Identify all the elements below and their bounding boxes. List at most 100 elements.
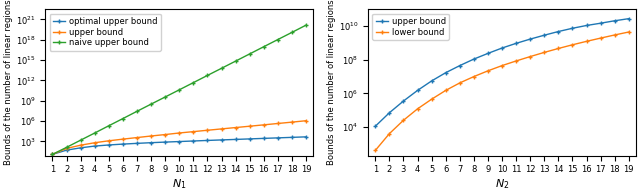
upper bound <box>119 138 127 140</box>
naive upper bound <box>218 67 225 69</box>
upper bound <box>49 153 56 155</box>
upper bound <box>302 120 310 122</box>
upper bound <box>189 130 197 133</box>
naive upper bound <box>161 96 169 98</box>
lower bound <box>428 98 435 100</box>
lower bound <box>456 82 463 84</box>
optimal upper bound <box>175 140 183 143</box>
upper bound <box>105 140 113 142</box>
optimal upper bound <box>232 138 239 141</box>
upper bound <box>204 129 211 131</box>
naive upper bound <box>49 153 56 155</box>
upper bound <box>175 132 183 134</box>
optimal upper bound <box>147 142 155 144</box>
lower bound <box>442 89 449 92</box>
naive upper bound <box>77 139 84 141</box>
upper bound <box>512 42 520 44</box>
upper bound <box>218 128 225 130</box>
upper bound <box>470 58 477 60</box>
upper bound <box>568 27 576 29</box>
X-axis label: $N_1$: $N_1$ <box>172 177 186 191</box>
optimal upper bound <box>302 136 310 138</box>
naive upper bound <box>204 74 211 77</box>
Y-axis label: Bounds of the number of linear regions: Bounds of the number of linear regions <box>4 0 13 165</box>
lower bound <box>371 149 379 152</box>
optimal upper bound <box>246 138 253 140</box>
optimal upper bound <box>189 140 197 142</box>
lower bound <box>596 37 604 39</box>
lower bound <box>498 64 506 67</box>
upper bound <box>554 30 562 33</box>
naive upper bound <box>274 38 282 41</box>
upper bound <box>161 133 169 136</box>
optimal upper bound <box>63 149 70 151</box>
optimal upper bound <box>119 143 127 145</box>
upper bound <box>63 147 70 150</box>
upper bound <box>498 47 506 49</box>
upper bound <box>260 124 268 126</box>
naive upper bound <box>232 60 239 62</box>
Y-axis label: Bounds of the number of linear regions: Bounds of the number of linear regions <box>327 0 336 165</box>
Line: upper bound: upper bound <box>51 119 308 156</box>
upper bound <box>232 126 239 129</box>
optimal upper bound <box>260 137 268 140</box>
naive upper bound <box>260 46 268 48</box>
Legend: optimal upper bound, upper bound, naive upper bound: optimal upper bound, upper bound, naive … <box>50 13 161 51</box>
naive upper bound <box>189 82 197 84</box>
upper bound <box>428 80 435 82</box>
optimal upper bound <box>49 153 56 155</box>
naive upper bound <box>288 31 296 34</box>
Line: upper bound: upper bound <box>373 17 631 128</box>
upper bound <box>147 135 155 137</box>
upper bound <box>385 112 393 114</box>
naive upper bound <box>91 132 99 134</box>
lower bound <box>554 47 562 50</box>
lower bound <box>413 108 421 110</box>
naive upper bound <box>147 103 155 105</box>
lower bound <box>582 40 590 43</box>
naive upper bound <box>133 110 141 113</box>
Line: optimal upper bound: optimal upper bound <box>51 135 308 156</box>
lower bound <box>399 119 407 121</box>
lower bound <box>611 34 618 36</box>
lower bound <box>512 60 520 62</box>
optimal upper bound <box>105 144 113 146</box>
upper bound <box>246 125 253 127</box>
naive upper bound <box>175 89 183 91</box>
upper bound <box>526 38 534 40</box>
naive upper bound <box>63 146 70 149</box>
upper bound <box>625 18 632 20</box>
optimal upper bound <box>274 137 282 139</box>
naive upper bound <box>105 125 113 127</box>
lower bound <box>540 51 548 54</box>
lower bound <box>625 31 632 33</box>
upper bound <box>456 64 463 67</box>
lower bound <box>568 44 576 46</box>
upper bound <box>611 20 618 22</box>
naive upper bound <box>119 117 127 120</box>
naive upper bound <box>302 24 310 26</box>
lower bound <box>526 55 534 58</box>
optimal upper bound <box>133 142 141 144</box>
upper bound <box>596 22 604 24</box>
upper bound <box>399 100 407 102</box>
upper bound <box>274 122 282 125</box>
Line: naive upper bound: naive upper bound <box>51 23 308 156</box>
upper bound <box>371 125 379 128</box>
upper bound <box>77 144 84 146</box>
upper bound <box>413 89 421 92</box>
optimal upper bound <box>288 136 296 138</box>
Legend: upper bound, lower bound: upper bound, lower bound <box>372 13 449 40</box>
upper bound <box>288 121 296 123</box>
optimal upper bound <box>91 145 99 147</box>
X-axis label: $N_2$: $N_2$ <box>495 177 509 191</box>
optimal upper bound <box>204 139 211 142</box>
lower bound <box>385 132 393 135</box>
optimal upper bound <box>218 139 225 141</box>
naive upper bound <box>246 53 253 55</box>
lower bound <box>470 75 477 78</box>
upper bound <box>133 136 141 139</box>
Line: lower bound: lower bound <box>373 30 631 152</box>
optimal upper bound <box>77 147 84 149</box>
upper bound <box>540 34 548 36</box>
